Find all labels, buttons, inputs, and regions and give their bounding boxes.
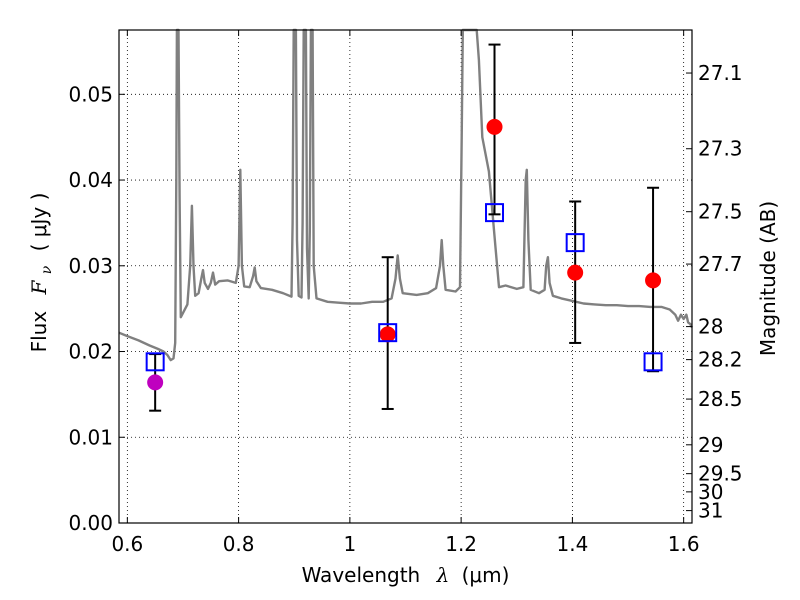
y-axis-label-prefix: Flux	[27, 311, 51, 353]
x-axis-label: Wavelength λ (μm)	[302, 563, 510, 587]
y2-tick-label: 28.2	[698, 348, 743, 372]
y2-tick-label: 28.5	[698, 387, 743, 411]
y-tick-label: 0.01	[68, 425, 113, 449]
x-axis-label-symbol: λ	[436, 563, 450, 587]
y-axis-label-symbol: F	[27, 279, 51, 295]
data-markers	[145, 118, 663, 391]
model-point-square	[565, 233, 585, 253]
y-tick-label: 0.04	[68, 168, 113, 192]
x-tick-label: 1.4	[556, 532, 588, 556]
y-tick-label: 0.03	[68, 254, 113, 278]
model-point-square	[378, 323, 398, 343]
data-point-circle	[379, 326, 396, 343]
axis-ticks: 0.6 0.8 1 1.2 1.4 1.6 0.00 0.01 0.02 0.03 0.04 0.05…	[68, 30, 743, 556]
model-point-square	[485, 203, 505, 223]
model-point-square	[145, 352, 165, 372]
x-tick-label: 0.8	[223, 532, 255, 556]
x-tick-label: 0.6	[111, 532, 143, 556]
x-axis-label-prefix: Wavelength	[302, 563, 421, 587]
model-point-square	[643, 352, 663, 372]
data-point-circle	[567, 264, 584, 281]
y2-tick-label: 27.5	[698, 200, 743, 224]
plot-frame	[118, 29, 693, 524]
data-point-circle	[645, 272, 662, 289]
right-axis-label: Magnitude (AB)	[756, 201, 780, 356]
y-tick-label: 0.02	[68, 340, 113, 364]
y2-tick-label: 29	[698, 433, 723, 457]
x-tick-label: 1.2	[445, 532, 477, 556]
data-point-circle	[147, 374, 164, 391]
x-tick-label: 1	[344, 532, 357, 556]
model-spectrum-layer	[118, 28, 694, 362]
y2-tick-label: 29.5	[698, 462, 743, 486]
y2-tick-label: 28	[698, 315, 723, 339]
y2-tick-label: 27.1	[698, 61, 743, 85]
y-axis-label-unit: ( μJy )	[27, 193, 51, 252]
y-tick-label: 0.05	[68, 82, 113, 106]
x-axis-label-unit: (μm)	[462, 563, 510, 587]
y2-tick-label: 31	[698, 499, 723, 523]
spectrum-line	[118, 28, 694, 362]
y2-tick-label: 30	[698, 480, 723, 504]
data-point-circle	[486, 118, 503, 135]
y2-tick-label: 27.3	[698, 137, 743, 161]
y-axis-label-subscript: ν	[39, 265, 55, 274]
y-axis-label: Flux F ν ( μJy )	[27, 193, 56, 353]
y2-tick-label: 27.7	[698, 252, 743, 276]
y-tick-label: 0.00	[68, 511, 113, 535]
x-tick-label: 1.6	[668, 532, 700, 556]
